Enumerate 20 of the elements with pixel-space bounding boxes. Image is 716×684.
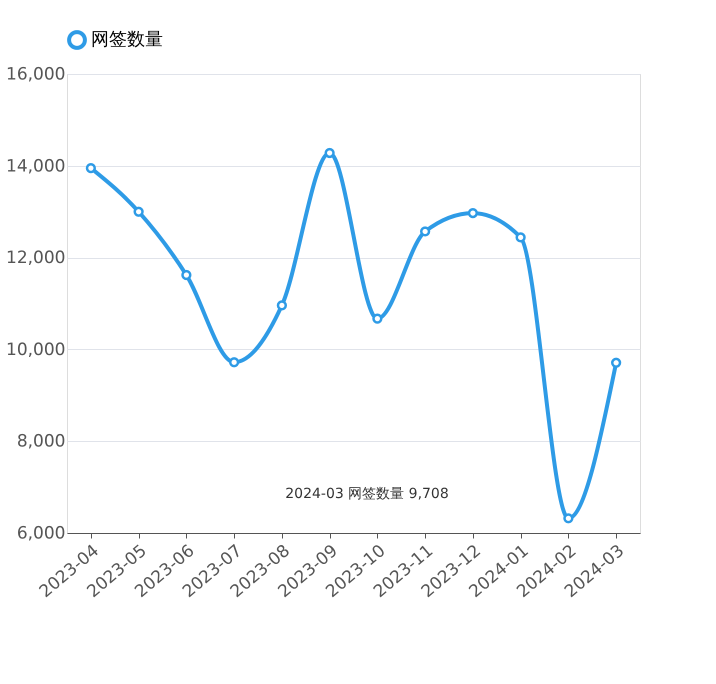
point bbox=[181, 270, 192, 280]
point bbox=[563, 513, 574, 524]
point bbox=[86, 162, 96, 174]
y-tick-label: 6,000 bbox=[16, 524, 66, 544]
point bbox=[229, 357, 240, 368]
point bbox=[134, 206, 144, 217]
y-tick-label: 8,000 bbox=[16, 432, 66, 452]
point bbox=[420, 226, 430, 237]
point bbox=[611, 358, 622, 368]
y-tick-label: 16,000 bbox=[6, 64, 66, 84]
y-tick-label: 12,000 bbox=[6, 248, 66, 268]
y-tick-label: 14,000 bbox=[6, 156, 66, 176]
point bbox=[468, 208, 478, 218]
point bbox=[516, 232, 526, 243]
point bbox=[276, 300, 287, 310]
legend-label: 网签数量 bbox=[91, 29, 163, 50]
point bbox=[372, 314, 382, 324]
point bbox=[324, 148, 335, 158]
annotation: 2024-03 网签数量 9,708 bbox=[285, 486, 449, 502]
y-tick-label: 10,000 bbox=[6, 340, 66, 360]
